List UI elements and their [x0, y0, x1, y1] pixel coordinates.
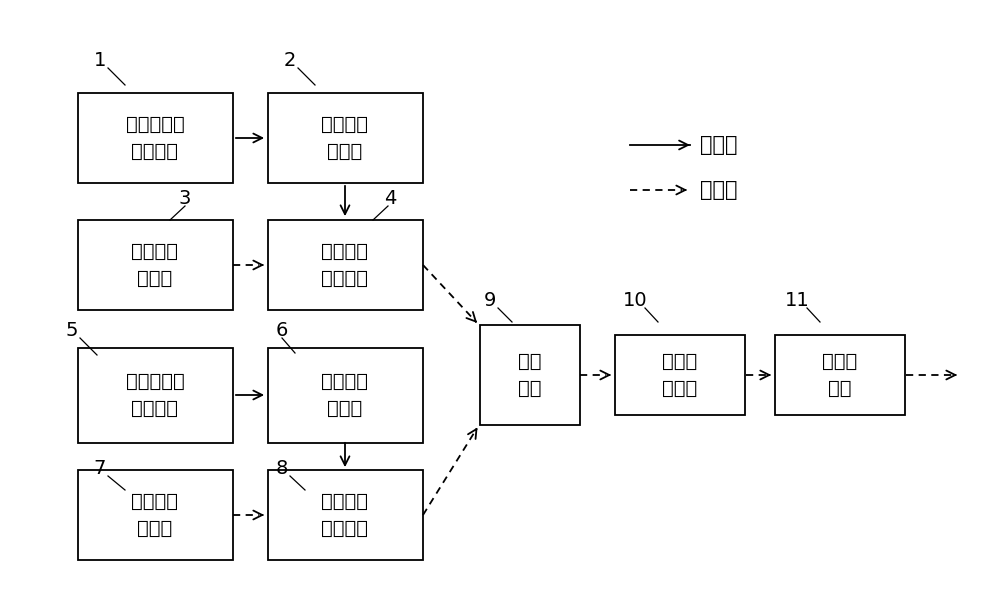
Text: 10: 10 — [623, 291, 647, 310]
Text: 11: 11 — [785, 291, 809, 310]
Text: 4: 4 — [384, 189, 396, 207]
Bar — [78, 470, 232, 560]
Text: 9: 9 — [484, 291, 496, 310]
Text: 光耦
合器: 光耦 合器 — [518, 352, 542, 398]
Text: 7: 7 — [94, 459, 106, 478]
Bar — [268, 220, 422, 310]
Text: 光感生
放大器: 光感生 放大器 — [662, 352, 698, 398]
Bar — [268, 470, 422, 560]
Text: 可调滤
波器: 可调滤 波器 — [822, 352, 858, 398]
Text: 第一脉冲
产生器: 第一脉冲 产生器 — [322, 115, 368, 161]
Bar — [78, 93, 232, 183]
Text: 电信号: 电信号 — [700, 135, 738, 155]
Text: 第一光强
度调制器: 第一光强 度调制器 — [322, 242, 368, 287]
Bar — [775, 335, 905, 415]
Text: 第二光强
度调制器: 第二光强 度调制器 — [322, 492, 368, 538]
Bar — [268, 93, 422, 183]
Text: 第二脉冲
产生器: 第二脉冲 产生器 — [322, 372, 368, 417]
Text: 第一比特码
流产生器: 第一比特码 流产生器 — [126, 115, 184, 161]
Text: 1: 1 — [94, 50, 106, 69]
Text: 6: 6 — [276, 321, 288, 340]
Text: 第一可调
激光器: 第一可调 激光器 — [132, 242, 178, 287]
Bar — [78, 220, 232, 310]
Bar — [78, 348, 232, 443]
Text: 第二比特码
流产生器: 第二比特码 流产生器 — [126, 372, 184, 417]
Text: 5: 5 — [66, 321, 78, 340]
Text: 第二可调
激光器: 第二可调 激光器 — [132, 492, 178, 538]
Bar — [615, 335, 745, 415]
Text: 2: 2 — [284, 50, 296, 69]
Bar — [480, 325, 580, 425]
Bar — [268, 348, 422, 443]
Text: 光信号: 光信号 — [700, 180, 738, 200]
Text: 3: 3 — [179, 189, 191, 207]
Text: 8: 8 — [276, 459, 288, 478]
